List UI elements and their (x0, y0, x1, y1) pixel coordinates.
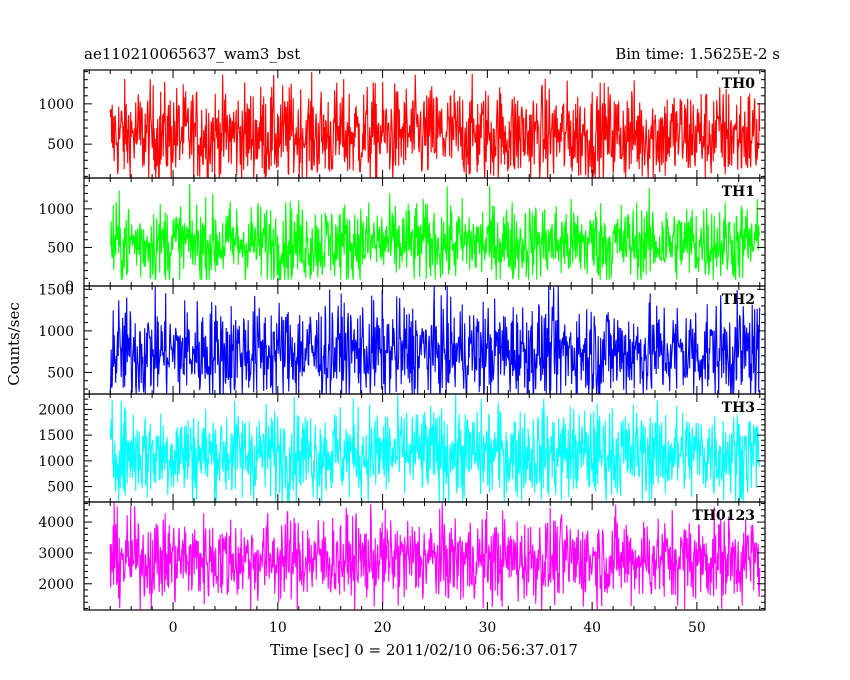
series-th0123 (109, 501, 761, 611)
y-tick-label: 1500 (38, 282, 74, 298)
series-th0 (109, 72, 761, 179)
bin-time-label: Bin time: 1.5625E-2 s (615, 45, 780, 63)
y-tick-label: 0 (65, 279, 74, 295)
y-tick-label: 1000 (38, 202, 74, 218)
y-tick-label: 2000 (38, 577, 74, 593)
y-tick-label: 1500 (38, 428, 74, 444)
y-tick-label: 500 (47, 240, 74, 256)
series-th2 (109, 285, 761, 395)
panel-th1: 0 500 1000 TH1 (38, 177, 766, 295)
y-tick-label: 500 (47, 137, 74, 153)
y-axis-label: Counts/sec (5, 302, 23, 386)
y-tick-label: 500 (47, 480, 74, 496)
x-tick-label: 10 (269, 620, 287, 636)
panel-label-th0123: TH0123 (692, 508, 755, 524)
panel-th0123: 2000 3000 4000 TH0123 (38, 501, 766, 611)
series-th3 (109, 393, 761, 503)
panel-th2: 500 1000 1500 TH2 (38, 282, 766, 395)
x-tick-label: 40 (583, 620, 601, 636)
y-tick-label: 2000 (38, 402, 74, 418)
y-tick-label: 4000 (38, 515, 74, 531)
y-tick-label: 1000 (38, 97, 74, 113)
y-tick-label: 1000 (38, 454, 74, 470)
panel-label-th0: TH0 (722, 76, 756, 92)
x-tick-label: 50 (688, 620, 706, 636)
x-axis-label: Time [sec] 0 = 2011/02/10 06:56:37.017 (270, 641, 578, 659)
x-tick-label: 30 (478, 620, 496, 636)
y-tick-label: 3000 (38, 546, 74, 562)
panel-label-th3: TH3 (722, 400, 755, 416)
chart-title: ae110210065637_wam3_bst (84, 45, 300, 63)
panel-th0: 500 1000 TH0 (38, 69, 766, 179)
panel-th3: 500 1000 1500 2000 TH3 (38, 393, 766, 503)
x-tick-label: 20 (374, 620, 392, 636)
series-th1 (109, 183, 761, 281)
panels-group: 5001000TH005001000TH150010001500TH250010… (38, 69, 766, 636)
x-tick-label: 0 (169, 620, 178, 636)
panel-label-th2: TH2 (722, 292, 755, 308)
y-tick-label: 1000 (38, 324, 74, 340)
panel-label-th1: TH1 (722, 184, 755, 200)
y-tick-label: 500 (47, 365, 74, 381)
